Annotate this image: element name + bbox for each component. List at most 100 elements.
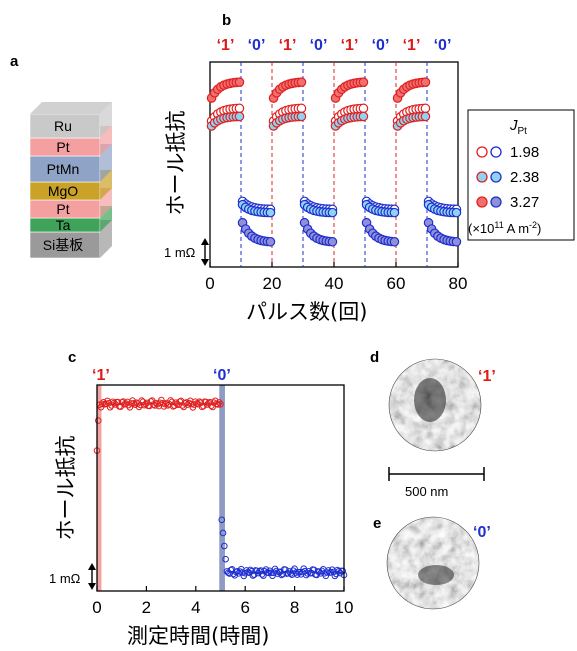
legend-marker bbox=[476, 196, 488, 208]
legend-label: 2.38 bbox=[510, 169, 539, 186]
legend-marker bbox=[476, 146, 488, 158]
x-tick-label: 60 bbox=[387, 274, 406, 293]
x-axis-label-c: 測定時間(時間) bbox=[127, 624, 269, 648]
data-point-b bbox=[358, 77, 369, 87]
data-point-c bbox=[222, 555, 229, 563]
layer-label: Pt bbox=[56, 139, 69, 155]
x-tick-label: 0 bbox=[92, 598, 101, 617]
data-point-c bbox=[219, 529, 227, 537]
data-point-b bbox=[234, 103, 245, 114]
data-point-c bbox=[106, 403, 114, 411]
data-point-b bbox=[234, 111, 245, 122]
data-point-b bbox=[389, 236, 400, 247]
data-point-b bbox=[389, 207, 400, 218]
legend-unit: (×1011 A m-2) bbox=[468, 220, 541, 236]
layer-label: Ta bbox=[56, 217, 71, 233]
layer-top bbox=[30, 102, 112, 114]
image-scale-bar-label: 500 nm bbox=[405, 484, 448, 499]
x-tick-label: 10 bbox=[335, 598, 354, 617]
x-axis-label-b: パルス数(回) bbox=[246, 300, 367, 324]
pulse-shading bbox=[97, 385, 102, 591]
scale-bar-b: 1 mΩ bbox=[164, 238, 209, 266]
data-point-c bbox=[158, 396, 165, 404]
x-tick-label: 20 bbox=[263, 274, 282, 293]
panel-label-b: b bbox=[222, 12, 231, 29]
image-scale-bar: 500 nm bbox=[388, 467, 485, 499]
layer-label: Pt bbox=[56, 201, 69, 217]
state-label-b: ‘1’ bbox=[217, 37, 235, 54]
state-label-b: ‘1’ bbox=[403, 37, 421, 54]
state-label-c-1: ‘1’ bbox=[92, 367, 110, 384]
layer-side bbox=[100, 188, 112, 218]
layer-front bbox=[29, 155, 101, 183]
state-label-b: ‘1’ bbox=[341, 37, 359, 54]
state-label-b: ‘1’ bbox=[279, 37, 297, 54]
scale-bar-label-b: 1 mΩ bbox=[164, 245, 196, 260]
data-point-c bbox=[339, 567, 346, 575]
pulse-boundaries-b bbox=[240, 62, 428, 267]
data-point-c bbox=[198, 403, 206, 411]
data-point-c bbox=[130, 399, 138, 407]
data-point-b bbox=[265, 236, 276, 247]
data-point-c bbox=[215, 399, 223, 406]
x-tick-label: 40 bbox=[325, 274, 344, 293]
legend-label: 1.98 bbox=[510, 144, 539, 161]
x-tick-label: 6 bbox=[240, 598, 249, 617]
image-label-e: ‘0’ bbox=[473, 524, 491, 541]
data-point-c bbox=[98, 400, 106, 408]
data-point-c bbox=[221, 542, 228, 550]
data-point-c bbox=[126, 403, 134, 411]
layer-label: Ru bbox=[54, 118, 72, 134]
x-tick-label: 80 bbox=[449, 274, 468, 293]
y-axis-label-c: ホール抵抗 bbox=[54, 436, 78, 541]
x-ticks-c: 0 2 4 6 8 10 bbox=[92, 586, 353, 617]
data-points-b bbox=[206, 77, 462, 247]
x-tick-label: 0 bbox=[205, 274, 214, 293]
state-label-b: ‘0’ bbox=[372, 37, 390, 54]
state-label-b: ‘0’ bbox=[310, 37, 328, 54]
data-point-b bbox=[234, 77, 245, 87]
legend-marker bbox=[490, 196, 502, 208]
panel-label-c: c bbox=[68, 349, 76, 366]
state-label-b: ‘0’ bbox=[434, 37, 452, 54]
data-point-c bbox=[167, 397, 174, 404]
data-point-c bbox=[335, 567, 343, 575]
legend-label: 3.27 bbox=[510, 194, 539, 211]
pulse-shading-c bbox=[97, 385, 225, 591]
layer-side bbox=[100, 206, 112, 232]
panel-label-a: a bbox=[10, 53, 19, 70]
layer-side bbox=[100, 126, 112, 156]
layer-front bbox=[29, 113, 101, 139]
data-point-c bbox=[209, 403, 216, 411]
image-label-d: ‘1’ bbox=[478, 368, 496, 385]
state-label-b: ‘0’ bbox=[248, 37, 266, 54]
data-point-b bbox=[265, 207, 276, 218]
data-point-c bbox=[284, 570, 292, 577]
data-point-c bbox=[322, 572, 330, 580]
data-point-c bbox=[291, 565, 298, 573]
x-ticks-b: 0 20 40 60 80 bbox=[205, 262, 467, 293]
legend-marker bbox=[490, 146, 502, 158]
data-point-b bbox=[296, 111, 307, 122]
layer-side bbox=[100, 144, 112, 182]
data-point-b bbox=[327, 236, 338, 247]
data-points-c bbox=[93, 396, 348, 580]
x-tick-label: 8 bbox=[290, 598, 299, 617]
legend-b: JPt 1.98 2.38 3.27 (×1011 A m-2) bbox=[467, 109, 575, 241]
state-label-c-0: ‘0’ bbox=[213, 367, 231, 384]
layer-side bbox=[100, 170, 112, 200]
layer-front bbox=[29, 231, 101, 259]
scale-bar-label-c: 1 mΩ bbox=[49, 571, 81, 586]
data-point-c bbox=[217, 400, 224, 408]
y-axis-label-b: ホール抵抗 bbox=[164, 111, 188, 216]
legend-marker bbox=[476, 171, 488, 183]
data-point-c bbox=[249, 572, 257, 579]
microscope-image-e bbox=[386, 516, 480, 610]
data-point-b bbox=[451, 236, 462, 247]
layer-label: MgO bbox=[48, 183, 78, 199]
x-tick-label: 2 bbox=[142, 598, 151, 617]
layer-side bbox=[100, 220, 112, 258]
data-point-b bbox=[296, 77, 307, 87]
state-labels-b: ‘1’ ‘0’ ‘1’ ‘0’ ‘1’ ‘0’ ‘1’ ‘0’ bbox=[217, 37, 452, 54]
